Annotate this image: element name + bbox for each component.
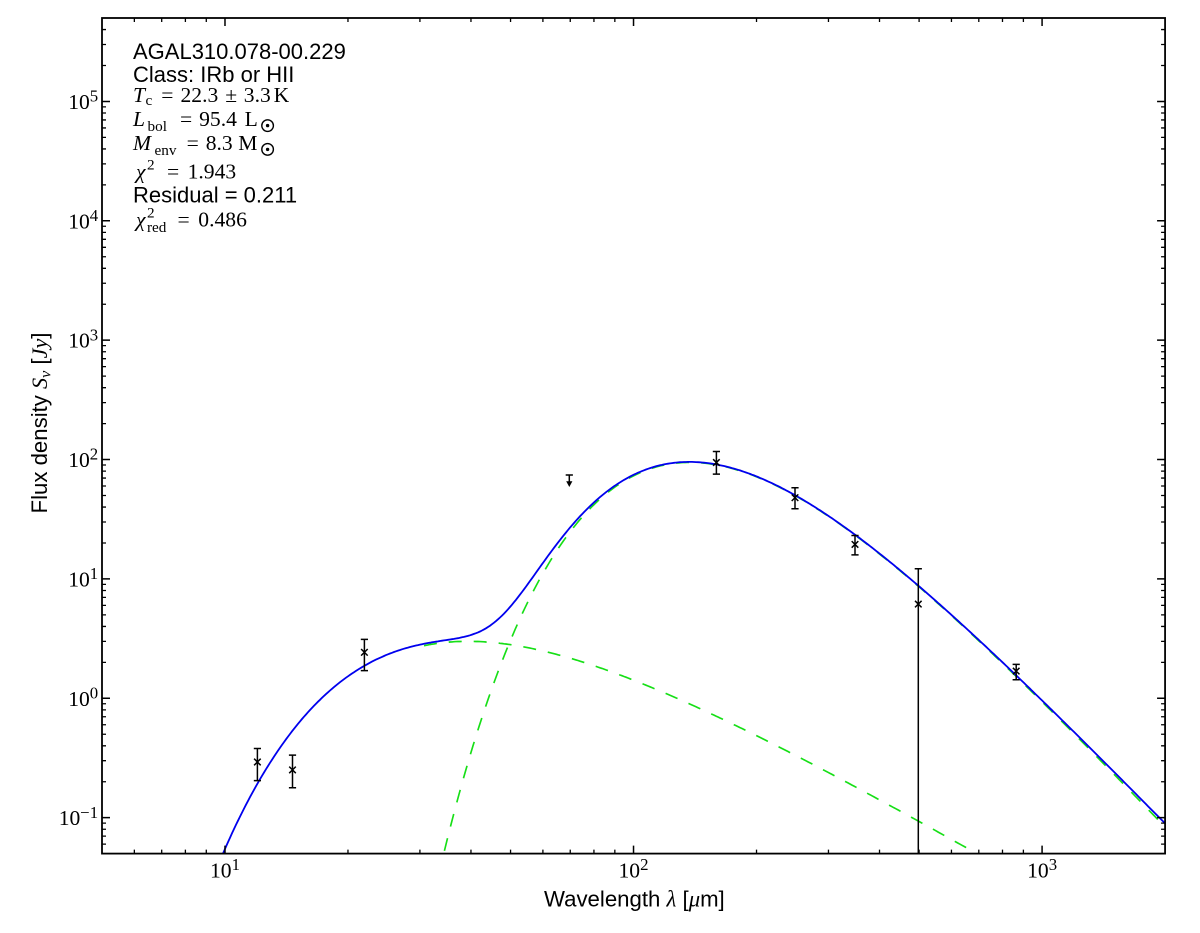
svg-text:=: = <box>180 107 192 131</box>
svg-text:c: c <box>146 92 153 109</box>
svg-text:±: ± <box>225 83 237 107</box>
svg-text:10−1: 10−1 <box>59 803 98 830</box>
svg-text:102: 102 <box>619 855 649 882</box>
svg-text:0.486: 0.486 <box>198 207 247 231</box>
svg-text:Class: IRb or HII: Class: IRb or HII <box>133 62 294 87</box>
svg-text:M: M <box>238 131 257 155</box>
svg-text:Wavelength λ [μm]: Wavelength λ [μm] <box>544 887 725 912</box>
svg-text:M: M <box>132 131 152 155</box>
svg-text:1.943: 1.943 <box>188 159 237 183</box>
svg-text:8.3: 8.3 <box>206 131 233 155</box>
svg-text:=: = <box>178 207 190 231</box>
svg-text:χ: χ <box>134 207 146 231</box>
svg-text:=: = <box>167 159 179 183</box>
svg-text:=: = <box>161 83 173 107</box>
svg-text:K: K <box>274 83 290 107</box>
svg-text:Flux density Sν [Jy]: Flux density Sν [Jy] <box>27 333 55 514</box>
svg-text:2: 2 <box>147 205 155 222</box>
svg-text:22.3: 22.3 <box>181 83 219 107</box>
svg-text:bol: bol <box>148 118 167 135</box>
svg-text:L: L <box>245 107 258 131</box>
svg-text:T: T <box>133 83 147 107</box>
svg-text:2: 2 <box>147 157 155 174</box>
svg-text:env: env <box>155 142 177 159</box>
svg-text:=: = <box>187 131 199 155</box>
svg-text:L: L <box>132 107 145 131</box>
svg-text:101: 101 <box>68 564 98 591</box>
svg-text:3.3: 3.3 <box>244 83 271 107</box>
svg-text:χ: χ <box>134 159 146 183</box>
svg-text:Residual = 0.211: Residual = 0.211 <box>133 183 297 208</box>
svg-text:95.4: 95.4 <box>199 107 237 131</box>
svg-text:red: red <box>147 219 167 236</box>
svg-text:AGAL310.078-00.229: AGAL310.078-00.229 <box>133 39 346 64</box>
